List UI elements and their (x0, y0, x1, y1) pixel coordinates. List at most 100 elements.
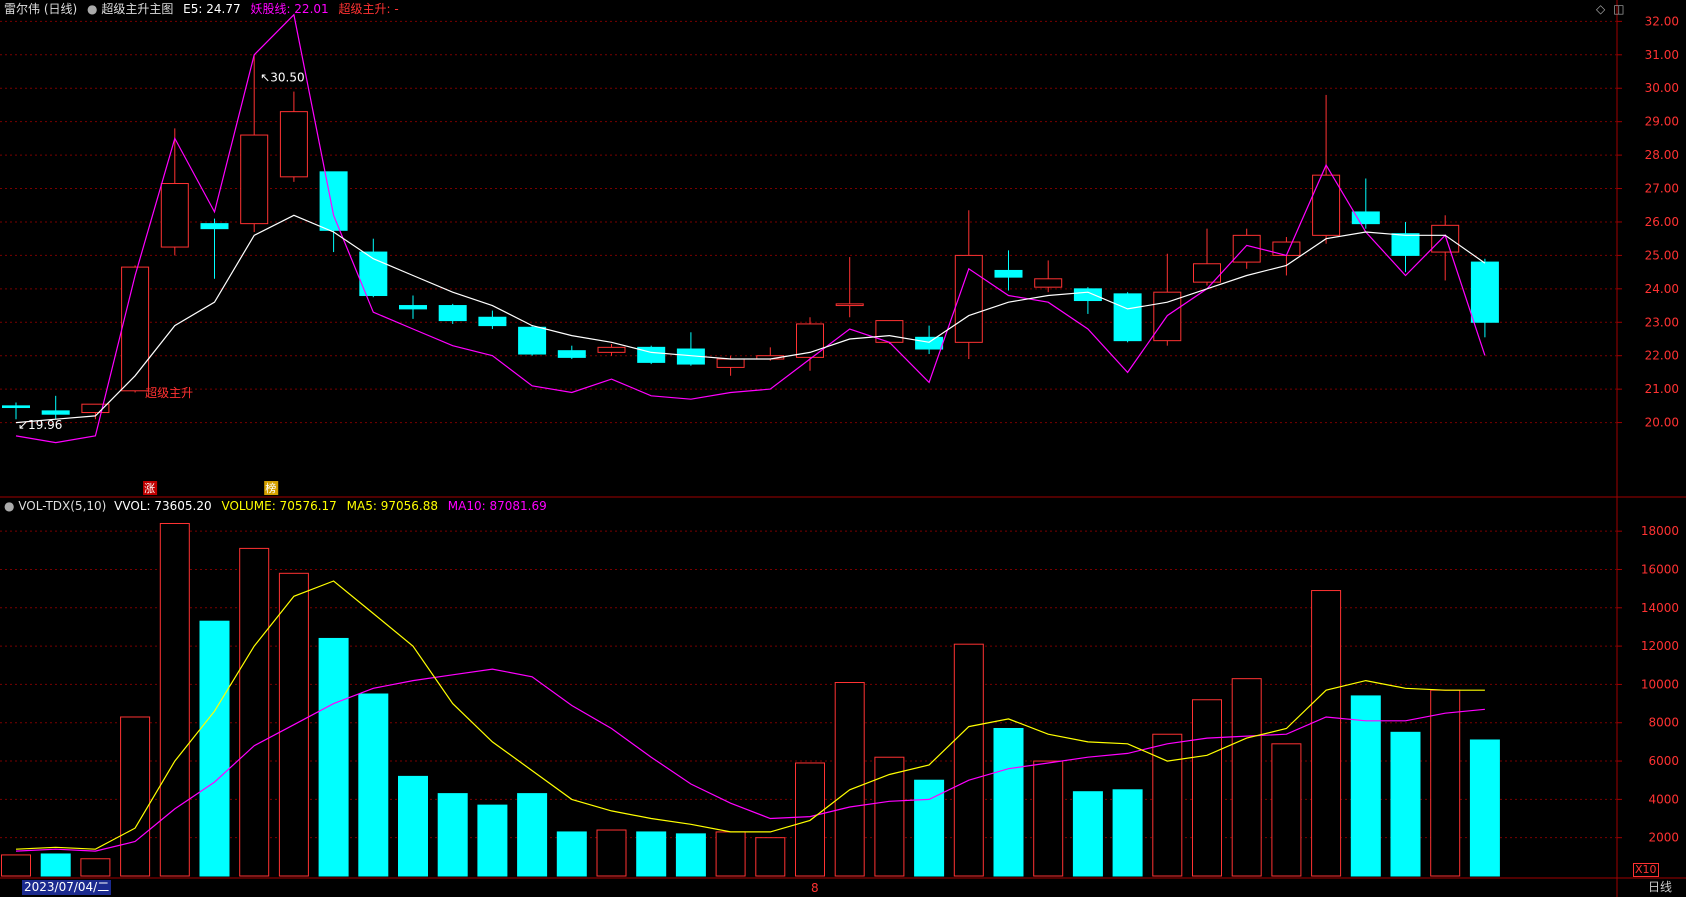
indicator-name[interactable]: 超级主升主图 (101, 2, 174, 16)
volume-tick-label: 2000 (1648, 831, 1679, 845)
price-tick-label: 32.00 (1645, 14, 1679, 28)
candle-down (518, 326, 547, 355)
candle-up (1431, 224, 1460, 253)
volume-bar-up (1271, 743, 1302, 877)
diamond-icon[interactable]: ◇ (1596, 2, 1606, 16)
candle-down (915, 336, 944, 350)
candle-down (41, 410, 70, 415)
ma10-line (15, 668, 1485, 852)
low-price-label: ↙19.96 (18, 418, 62, 432)
candle-down (359, 251, 388, 297)
ma10-value: MA10: 87081.69 (447, 499, 547, 513)
collapse-icon[interactable]: ● (4, 499, 15, 513)
candle-up (1312, 174, 1341, 236)
main-header: 雷尔伟 (日线) ● 超级主升主图 E5: 24.77 妖股线: 22.01 超… (4, 2, 399, 16)
volume-bar-up (1, 854, 31, 877)
candle-up (121, 266, 150, 392)
candle-down (1073, 288, 1102, 302)
price-tick-label: 22.00 (1645, 349, 1679, 363)
volume-bar-up (239, 547, 270, 877)
candle-down (1470, 261, 1499, 323)
volume-bar-up (596, 829, 627, 877)
volume-bar-up (159, 522, 190, 877)
volume-tick-label: 8000 (1648, 716, 1679, 730)
price-tick-label: 26.00 (1645, 215, 1679, 229)
high-price-label: ↖30.50 (260, 71, 304, 85)
volume-bar-up (120, 716, 151, 877)
rank-marker-text: 榜 (265, 481, 276, 495)
volume-bar-down (358, 693, 389, 877)
vol-indicator-name[interactable]: VOL-TDX(5,10) (18, 499, 107, 513)
volume-bar-up (834, 682, 865, 877)
volume-bar-up (1311, 590, 1342, 877)
mid-marker: 8 (811, 881, 819, 895)
volume-bar-up (1231, 678, 1262, 877)
candle-down (1391, 233, 1420, 256)
cursor-date: 2023/07/04/二 (22, 880, 112, 895)
volume-bar-down (318, 637, 349, 877)
candle-down (2, 405, 30, 409)
price-tick-label: 24.00 (1645, 282, 1679, 296)
price-tick-label: 25.00 (1645, 248, 1679, 262)
volume-bar-down (1469, 739, 1500, 877)
restore-icon[interactable]: ◫ (1613, 2, 1625, 16)
volume-bar-up (80, 858, 111, 877)
signal-marker-text: 涨 (144, 482, 155, 495)
yao-line (15, 13, 1486, 444)
volume-bar-down (199, 620, 230, 877)
volume-bar-up (1033, 760, 1064, 877)
signal-label: 超级主升 (145, 385, 193, 400)
volume-bar-up (715, 831, 746, 877)
volume-bar-down (993, 727, 1024, 877)
vvol-value: VVOL: 73605.20 (114, 499, 212, 513)
price-tick-label: 29.00 (1645, 115, 1679, 129)
candle-up (240, 134, 269, 225)
period-label[interactable]: 日线 (1648, 880, 1673, 894)
volume-bar-down (437, 793, 468, 877)
volume-bar-down (1072, 791, 1103, 877)
volume-bar-up (1430, 689, 1461, 877)
volume-bar-down (1390, 731, 1421, 877)
ma5-value: MA5: 97056.88 (346, 499, 438, 513)
candle-up (597, 346, 626, 353)
volume-tick-label: 4000 (1648, 792, 1679, 806)
volume-tick-label: 6000 (1648, 754, 1679, 768)
volume-bar-down (1350, 695, 1381, 877)
price-tick-label: 31.00 (1645, 48, 1679, 62)
scale-badge[interactable]: X10 (1633, 863, 1659, 877)
volume-bar-up (755, 837, 786, 877)
volume-bar-up (1152, 733, 1183, 877)
candle-up (1034, 278, 1063, 288)
candle-down (438, 305, 467, 322)
candle-down (200, 223, 229, 230)
volume-bar-up (874, 756, 905, 877)
volume-bar-down (517, 793, 548, 877)
candle-down (557, 350, 586, 358)
candle-up (160, 183, 189, 248)
super-value: 超级主升: - (338, 2, 399, 16)
volume-bar-up (1192, 699, 1222, 877)
volume-bar-down (914, 779, 945, 877)
e5-line (15, 214, 1486, 424)
volume-tick-label: 16000 (1641, 562, 1679, 576)
price-tick-label: 28.00 (1645, 148, 1679, 162)
candle-up (279, 111, 308, 178)
candle-up (1232, 234, 1261, 263)
price-tick-label: 30.00 (1645, 81, 1679, 95)
e5-value: E5: 24.77 (183, 2, 241, 16)
volume-tick-label: 10000 (1641, 677, 1679, 691)
stock-name: 雷尔伟 (日线) (4, 2, 78, 16)
price-tick-label: 23.00 (1645, 315, 1679, 329)
yao-value: 妖股线: 22.01 (250, 2, 329, 16)
volume-bar-down (1112, 789, 1143, 877)
candle-down (994, 269, 1023, 278)
candle-down (1113, 293, 1142, 342)
volume-tick-label: 14000 (1641, 601, 1679, 615)
price-tick-label: 20.00 (1645, 416, 1679, 430)
ma5-line (15, 580, 1485, 850)
window-controls: ◇ ◫ (1596, 2, 1624, 16)
price-tick-label: 27.00 (1645, 182, 1679, 196)
candle-down (478, 316, 507, 327)
collapse-icon[interactable]: ● (87, 2, 98, 16)
